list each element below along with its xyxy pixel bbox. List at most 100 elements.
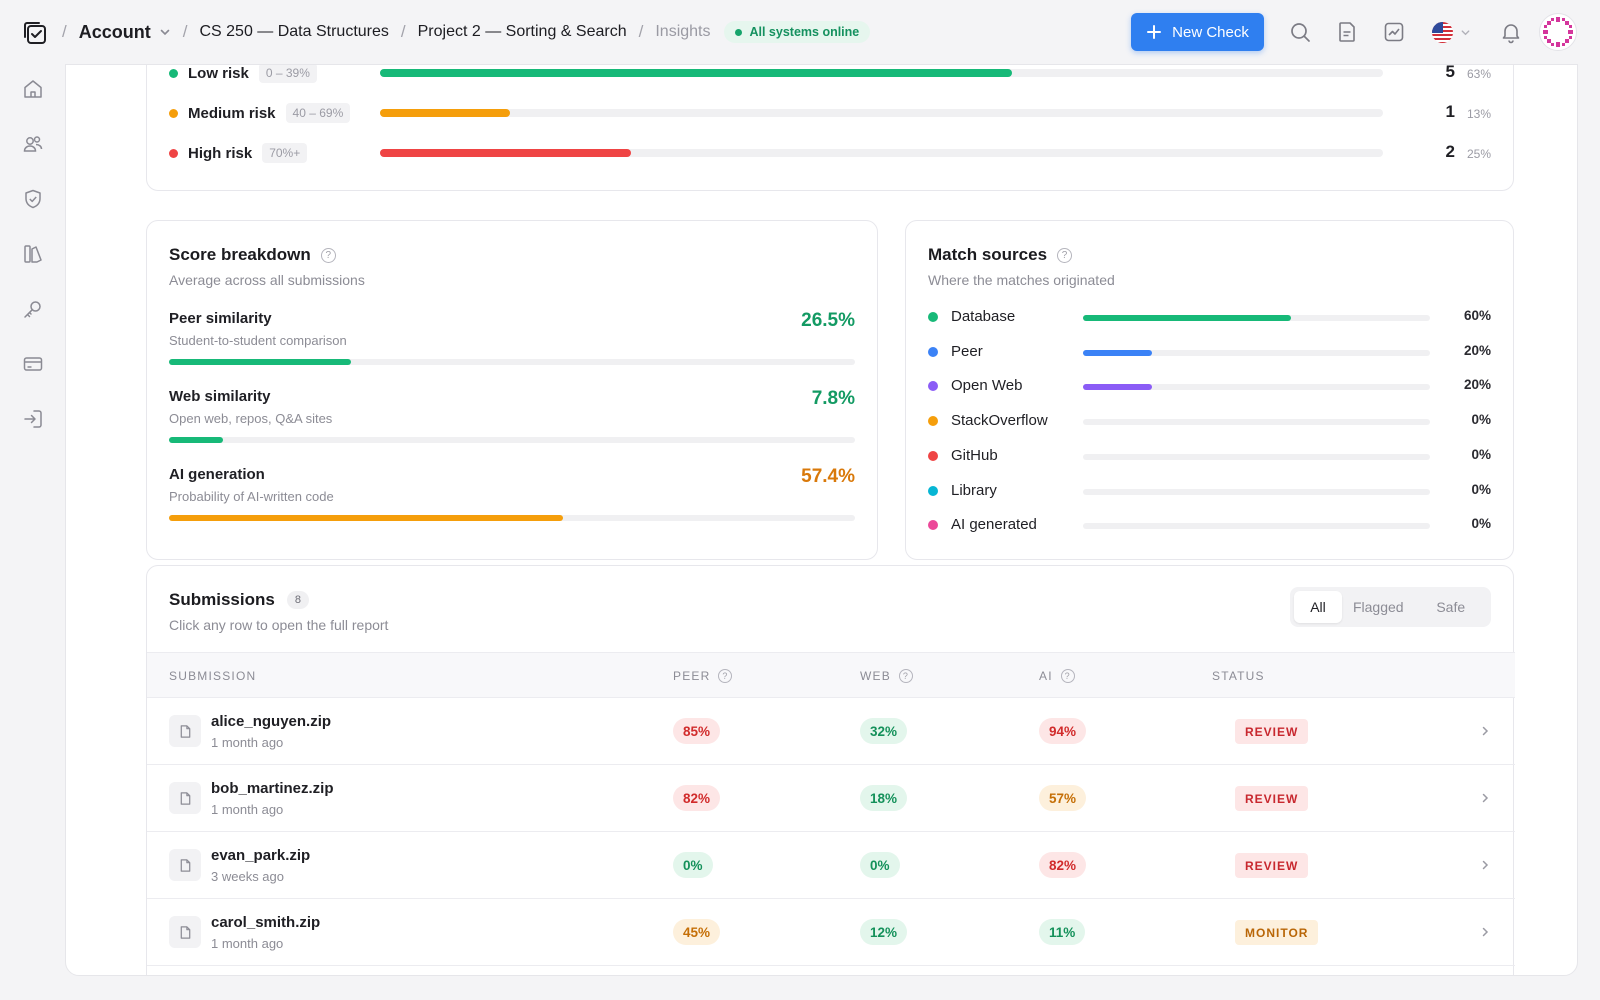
peer-score-pill: 82%	[673, 785, 721, 811]
chevron-right-icon[interactable]	[1479, 859, 1491, 871]
column-web[interactable]: WEB?	[860, 669, 913, 683]
chevron-right-icon[interactable]	[1479, 926, 1491, 938]
submissions-title-wrap: Submissions 8	[169, 590, 309, 610]
users-icon[interactable]	[22, 133, 44, 155]
risk-dot	[169, 108, 178, 118]
table-row[interactable]: bob_martinez.zip 1 month ago 82% 18% 57% REVI…	[147, 765, 1515, 832]
score-breakdown-card: Score breakdown ? Average across all sub…	[146, 220, 878, 560]
submission-time: 1 month ago	[211, 936, 284, 951]
file-icon	[169, 849, 201, 881]
ai-score-pill: 57%	[1039, 785, 1087, 811]
column-status[interactable]: STATUS	[1212, 669, 1265, 683]
chevron-right-icon[interactable]	[1479, 792, 1491, 804]
breadcrumb-project[interactable]: Project 2 — Sorting & Search	[417, 23, 627, 40]
chevron-down-icon[interactable]	[1460, 27, 1471, 38]
chart-icon[interactable]	[1382, 20, 1406, 44]
main-panel: Low risk 0 – 39% 5 63% Medium risk 40 – 69% 1 1…	[65, 64, 1578, 976]
document-icon[interactable]	[1335, 20, 1359, 44]
chevron-right-icon[interactable]	[1479, 725, 1491, 737]
risk-progress-track	[380, 149, 1383, 157]
submission-time: 3 weeks ago	[211, 869, 284, 884]
web-score-pill: 0%	[860, 852, 900, 878]
score-description: Probability of AI-written code	[169, 489, 334, 504]
submissions-count-badge: 8	[286, 591, 309, 609]
column-ai-label: AI	[1039, 669, 1053, 683]
status-badge: REVIEW	[1235, 719, 1309, 744]
match-sources-card: Match sources ? Where the matches origin…	[905, 220, 1514, 560]
column-ai[interactable]: AI?	[1039, 669, 1075, 683]
new-check-label: New Check	[1172, 23, 1249, 41]
peer-score-pill: 45%	[673, 919, 721, 945]
risk-progress-fill	[380, 149, 631, 157]
file-icon	[169, 782, 201, 814]
match-source-dot	[928, 381, 938, 392]
search-icon[interactable]	[1288, 20, 1312, 44]
shield-check-icon[interactable]	[22, 188, 44, 210]
score-breakdown-title: Score breakdown	[169, 245, 311, 264]
help-icon[interactable]: ?	[1057, 247, 1073, 263]
match-sources-title: Match sources	[928, 245, 1048, 264]
table-row[interactable]: evan_park.zip 3 weeks ago 0% 0% 82% REVIEW	[147, 832, 1515, 899]
match-source-track	[1083, 523, 1430, 530]
match-source-track	[1083, 384, 1430, 391]
risk-progress-track	[380, 69, 1383, 77]
match-source-percent: 0%	[1471, 412, 1491, 428]
match-source-dot	[928, 485, 938, 496]
breadcrumb-separator: /	[182, 22, 188, 41]
match-source-track	[1083, 488, 1430, 495]
breadcrumb-account[interactable]: Account	[79, 22, 171, 43]
score-value: 57.4%	[801, 466, 855, 487]
filter-flagged[interactable]: Flagged	[1352, 599, 1404, 615]
breadcrumb-course[interactable]: CS 250 — Data Structures	[199, 23, 389, 40]
file-icon	[169, 916, 201, 948]
breadcrumb-account-label: Account	[78, 21, 151, 42]
match-sources-subtitle: Where the matches originated	[928, 272, 1115, 288]
match-source-dot	[928, 416, 938, 427]
filter-safe[interactable]: Safe	[1436, 599, 1466, 615]
risk-percent: 25%	[1466, 147, 1491, 161]
risk-percent: 13%	[1466, 107, 1491, 121]
match-source-percent: 20%	[1463, 377, 1491, 393]
score-breakdown-subtitle: Average across all submissions	[169, 272, 365, 288]
help-icon[interactable]: ?	[320, 247, 336, 263]
bell-icon[interactable]	[1499, 20, 1523, 44]
filter-all[interactable]: All	[1294, 591, 1342, 623]
home-icon[interactable]	[22, 78, 44, 100]
breadcrumb-insights: Insights	[655, 23, 711, 40]
risk-dot	[169, 68, 178, 78]
breadcrumb-separator: /	[400, 22, 406, 41]
web-score-pill: 32%	[860, 718, 908, 744]
match-source-row: Open Web 20%	[928, 374, 1491, 398]
match-source-track	[1083, 315, 1430, 321]
key-icon[interactable]	[22, 298, 44, 320]
help-icon[interactable]: ?	[718, 669, 733, 683]
table-row[interactable]: alice_nguyen.zip 1 month ago 85% 32% 94% REVI…	[147, 698, 1515, 765]
ai-score-pill: 94%	[1039, 718, 1087, 744]
avatar[interactable]	[1539, 13, 1577, 51]
credit-card-icon[interactable]	[22, 353, 44, 375]
sign-in-icon[interactable]	[22, 408, 44, 430]
match-source-fill	[1083, 384, 1153, 391]
us-flag-icon[interactable]	[1432, 22, 1453, 43]
risk-row: Medium risk 40 – 69% 1 13%	[169, 101, 1491, 125]
match-source-row: StackOverflow 0%	[928, 409, 1491, 433]
submission-file-name: evan_park.zip	[211, 847, 311, 864]
risk-progress-fill	[380, 109, 511, 117]
column-submission[interactable]: SUBMISSION	[169, 669, 256, 683]
risk-range-badge: 40 – 69%	[285, 103, 351, 123]
match-source-dot	[928, 346, 938, 357]
app-logo-icon[interactable]	[22, 20, 48, 46]
column-peer[interactable]: PEER?	[673, 669, 733, 683]
help-icon[interactable]: ?	[1060, 669, 1075, 683]
help-icon[interactable]: ?	[898, 669, 913, 683]
new-check-button[interactable]: New Check	[1131, 13, 1264, 51]
table-row[interactable]: carol_smith.zip 1 month ago 45% 12% 11% MONIT…	[147, 899, 1515, 966]
match-source-percent: 20%	[1463, 342, 1491, 358]
submission-time: 1 month ago	[211, 802, 284, 817]
status-badge: REVIEW	[1235, 786, 1309, 811]
match-source-row: GitHub 0%	[928, 444, 1491, 468]
avatar-pattern-icon	[1543, 17, 1573, 47]
library-icon[interactable]	[22, 243, 44, 265]
submission-file-name: alice_nguyen.zip	[211, 713, 332, 730]
score-name: Peer similarity	[169, 310, 272, 327]
